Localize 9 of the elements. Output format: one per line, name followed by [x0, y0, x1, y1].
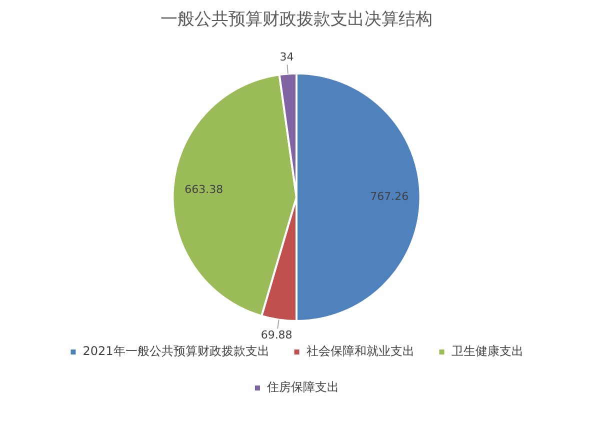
chart-title: 一般公共预算财政拨款支出决算结构 [160, 10, 432, 30]
data-label: 69.88 [260, 328, 292, 342]
data-label: 34 [280, 50, 294, 64]
legend-label: 住房保障支出 [266, 380, 339, 394]
legend-label: 卫生健康支出 [451, 344, 524, 358]
data-label: 767.26 [370, 190, 409, 204]
data-label: 663.38 [184, 183, 224, 196]
legend-label: 2021年一般公共预算财政拨款支出 [82, 344, 270, 358]
legend-label: 社会保障和就业支出 [306, 344, 414, 358]
